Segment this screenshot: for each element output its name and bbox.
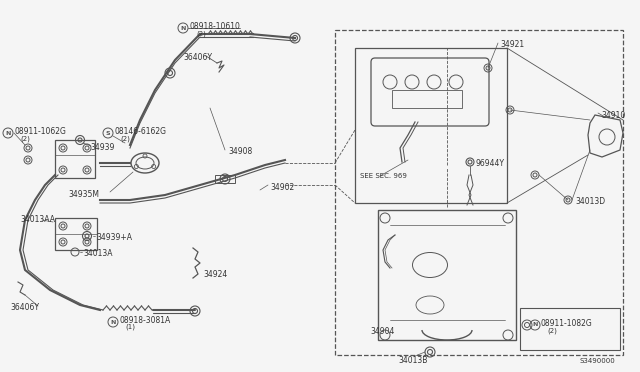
Text: 34904: 34904 bbox=[370, 327, 394, 336]
Text: 34921: 34921 bbox=[500, 40, 524, 49]
Text: 34013D: 34013D bbox=[575, 197, 605, 206]
Text: 36406Y: 36406Y bbox=[183, 53, 212, 62]
Text: 36406Y: 36406Y bbox=[10, 303, 39, 312]
Text: 34939+A: 34939+A bbox=[96, 233, 132, 242]
Text: N: N bbox=[532, 323, 538, 327]
Text: 34013B: 34013B bbox=[398, 356, 428, 365]
Text: (2): (2) bbox=[547, 327, 557, 334]
Text: 34935M: 34935M bbox=[68, 190, 99, 199]
Text: 08918-10610: 08918-10610 bbox=[189, 22, 240, 31]
Text: S: S bbox=[106, 131, 110, 135]
Text: 34908: 34908 bbox=[228, 147, 252, 156]
Text: 34910: 34910 bbox=[601, 111, 625, 120]
Bar bbox=[392, 90, 462, 108]
Text: N: N bbox=[180, 26, 186, 31]
Text: 34013AA: 34013AA bbox=[20, 215, 55, 224]
Text: (2): (2) bbox=[20, 135, 30, 141]
Text: N: N bbox=[5, 131, 11, 135]
Text: (2): (2) bbox=[196, 30, 206, 36]
Text: 08146-6162G: 08146-6162G bbox=[114, 127, 166, 136]
Text: SEE SEC. 969: SEE SEC. 969 bbox=[360, 173, 407, 179]
Bar bbox=[55, 140, 95, 178]
Bar bbox=[215, 175, 235, 183]
Bar bbox=[55, 218, 97, 250]
Text: 08911-1062G: 08911-1062G bbox=[14, 127, 66, 136]
Bar bbox=[335, 30, 623, 355]
Text: (1): (1) bbox=[125, 324, 135, 330]
Bar bbox=[520, 308, 620, 350]
Text: 34924: 34924 bbox=[203, 270, 227, 279]
Text: S3490000: S3490000 bbox=[580, 358, 616, 364]
Text: 08918-3081A: 08918-3081A bbox=[119, 316, 170, 325]
Bar bbox=[355, 48, 507, 203]
Text: N: N bbox=[110, 320, 116, 324]
Text: 34013A: 34013A bbox=[83, 249, 113, 258]
Text: 34939: 34939 bbox=[90, 143, 115, 152]
Text: (2): (2) bbox=[120, 135, 130, 141]
Text: 34902: 34902 bbox=[270, 183, 294, 192]
Bar bbox=[378, 210, 516, 340]
Text: 96944Y: 96944Y bbox=[476, 159, 505, 168]
Text: 08911-1082G: 08911-1082G bbox=[541, 319, 593, 328]
